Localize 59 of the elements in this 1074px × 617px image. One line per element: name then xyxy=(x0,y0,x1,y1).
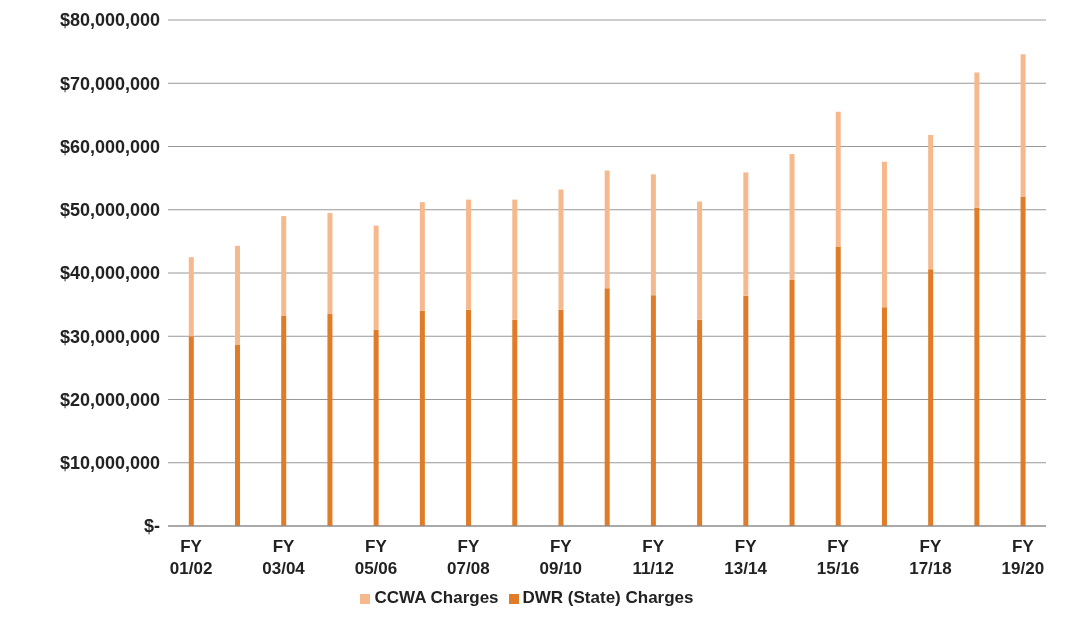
bar xyxy=(419,202,425,311)
bar xyxy=(743,295,749,526)
bar xyxy=(928,135,934,270)
y-tick-label: $40,000,000 xyxy=(59,263,160,284)
x-tick-label: FY 17/18 xyxy=(909,537,952,578)
x-tick-label: FY 11/12 xyxy=(632,537,675,578)
bar xyxy=(835,111,841,247)
y-tick-label: $80,000,000 xyxy=(59,10,160,31)
x-tick-label: FY 05/06 xyxy=(354,537,398,578)
bar xyxy=(1020,197,1026,526)
bar xyxy=(512,319,518,526)
y-tick-label: $- xyxy=(143,516,160,537)
bar xyxy=(881,307,887,526)
x-tick-label: FY 19/20 xyxy=(1001,537,1045,578)
bar xyxy=(188,257,194,337)
x-tick-label: FY 03/04 xyxy=(262,537,306,578)
bar xyxy=(604,170,610,289)
bar xyxy=(974,207,980,526)
bar xyxy=(697,201,703,320)
bar xyxy=(281,316,287,526)
bar xyxy=(789,279,795,526)
legend-label: CCWA Charges xyxy=(374,588,499,607)
bar xyxy=(373,225,379,330)
bar xyxy=(281,216,287,317)
bar xyxy=(650,174,656,296)
legend-label: DWR (State) Charges xyxy=(522,588,694,607)
bar xyxy=(188,336,194,526)
bar xyxy=(604,288,610,526)
bar xyxy=(235,245,241,345)
y-tick-label: $20,000,000 xyxy=(59,389,160,410)
x-tick-label: FY 13/14 xyxy=(724,537,768,578)
y-tick-label: $70,000,000 xyxy=(59,73,160,94)
bar xyxy=(327,212,333,315)
bar xyxy=(419,310,425,526)
bar xyxy=(235,344,241,526)
bar xyxy=(466,199,472,310)
x-tick-label: FY 01/02 xyxy=(169,537,213,578)
bar xyxy=(558,189,564,310)
y-tick-label: $60,000,000 xyxy=(59,136,160,157)
bar xyxy=(327,314,333,526)
bar xyxy=(928,269,934,526)
bar xyxy=(650,295,656,526)
bar xyxy=(835,246,841,526)
bar xyxy=(881,161,887,308)
bar xyxy=(1020,54,1026,198)
bar xyxy=(743,172,749,296)
bar xyxy=(789,154,795,280)
bar xyxy=(974,72,980,208)
bar xyxy=(466,309,472,526)
y-tick-label: $10,000,000 xyxy=(59,453,160,474)
bar xyxy=(373,329,379,526)
bar xyxy=(697,319,703,526)
x-tick-label: FY 07/08 xyxy=(447,537,490,578)
x-tick-label: FY 09/10 xyxy=(539,537,583,578)
bar xyxy=(558,309,564,526)
y-tick-label: $50,000,000 xyxy=(59,200,160,221)
bar xyxy=(512,199,518,320)
x-tick-label: FY 15/16 xyxy=(816,537,860,578)
y-tick-label: $30,000,000 xyxy=(59,326,160,347)
